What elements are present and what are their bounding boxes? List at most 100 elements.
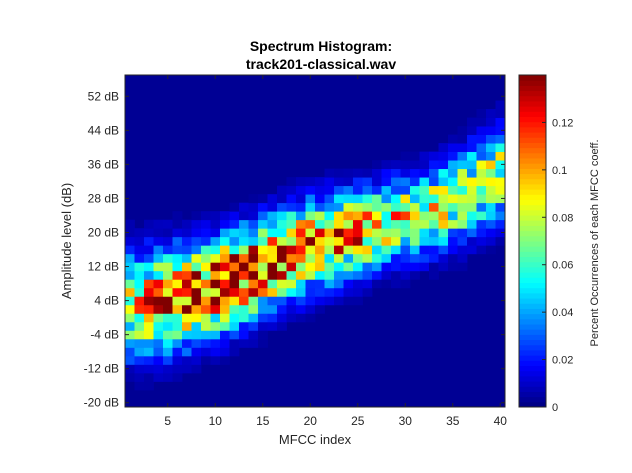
heatmap-cell [381,211,392,221]
heatmap-cell [495,109,506,118]
heatmap-cell [362,211,373,221]
colorbar-swatch [519,204,546,211]
heatmap-cell [296,228,306,238]
heatmap-cell [372,262,382,272]
heatmap-cell [286,287,297,297]
heatmap-cell [315,236,325,246]
heatmap-cell [486,151,496,161]
heatmap-cell [144,245,154,255]
colorbar-frame [518,74,547,408]
heatmap-cell [286,202,297,212]
heatmap-cell [438,211,449,221]
y-tick-label: 4 dB [94,294,119,308]
heatmap-cell [134,236,145,246]
heatmap-cell [201,211,211,221]
heatmap-cell [210,219,221,229]
heatmap-cell [258,219,268,229]
heatmap-cell [267,202,278,212]
heatmap-cell [305,177,316,187]
heatmap-cell [457,185,468,195]
heatmap-cell [144,219,154,229]
heatmap-cell [448,211,458,221]
heatmap-cell [182,364,192,374]
heatmap-cell [182,304,192,314]
heatmap-cell [486,160,496,170]
heatmap-cell [134,279,145,289]
heatmap-cell [315,262,325,272]
heatmap-cell [419,253,430,263]
heatmap-cell [448,262,458,272]
heatmap-cell [277,219,287,229]
heatmap-cell [476,194,487,204]
heatmap-cell [429,202,439,212]
heatmap-cell [457,219,468,229]
heatmap-cell [286,194,297,204]
heatmap-cell [163,262,173,272]
heatmap-cell [248,219,259,229]
heatmap-cell [267,296,278,306]
heatmap-cell [201,321,211,331]
heatmap-cell [476,143,487,153]
heatmap-cell [343,228,354,238]
heatmap-cell [210,347,221,357]
heatmap-cell [381,262,392,272]
heatmap-cell [334,228,344,238]
heatmap-cell [372,211,382,221]
heatmap-cell [372,168,382,178]
heatmap-cell [258,253,268,263]
heatmap-cell [163,304,173,314]
heatmap-cell [267,236,278,246]
heatmap-cell [457,177,468,187]
heatmap-cell [201,287,211,297]
heatmap-cell [296,296,306,306]
heatmap-cell [448,228,458,238]
heatmap-cell [229,219,240,229]
heatmap-cell [144,347,154,357]
heatmap-cell [229,228,240,238]
colorbar-swatch [519,282,546,289]
x-tick-label: 20 [304,414,318,428]
heatmap-cell [429,228,439,238]
heatmap-cell [476,177,487,187]
heatmap-cell [248,253,259,263]
heatmap-cell [248,296,259,306]
colorbar-swatch [519,147,546,154]
heatmap-cell [144,304,154,314]
heatmap-cell [144,321,154,331]
heatmap-cell [486,219,496,229]
heatmap-cell [486,143,496,153]
heatmap-cell [163,347,173,357]
heatmap-cell [229,279,240,289]
x-tick-label: 10 [209,414,223,428]
heatmap-cell [286,177,297,187]
colorbar-swatch [519,272,546,278]
heatmap-cell [410,253,420,263]
x-axis-ticks: 5 10 15 20 25 30 35 40 [164,75,507,428]
heatmap-cell [334,279,344,289]
colorbar-swatch [519,116,546,123]
colorbar-swatch [519,95,546,102]
heatmap-cell [258,296,268,306]
heatmap-cell [172,236,183,246]
heatmap-cell [163,364,173,374]
heatmap-cell [191,338,202,348]
colorbar-swatch [519,292,546,299]
heatmap-cell [220,355,230,365]
heatmap-cell [153,372,164,382]
y-axis-label: Amplitude level (dB) [59,183,74,299]
heatmap-cell [277,304,287,314]
heatmap-cell [172,330,183,340]
heatmap-cell [248,228,259,238]
heatmap-cell [305,279,316,289]
heatmap-cell [153,262,164,272]
colorbar-swatch [519,163,546,169]
colorbar-swatch [519,137,546,143]
heatmap-cell [305,313,316,323]
heatmap-cell [400,211,411,221]
colorbar-swatch [519,251,546,258]
heatmap-cell [362,202,373,212]
heatmap-cell [201,236,211,246]
heatmap-cell [296,270,306,280]
colorbar-swatch [519,199,546,206]
heatmap-cell [125,364,135,374]
